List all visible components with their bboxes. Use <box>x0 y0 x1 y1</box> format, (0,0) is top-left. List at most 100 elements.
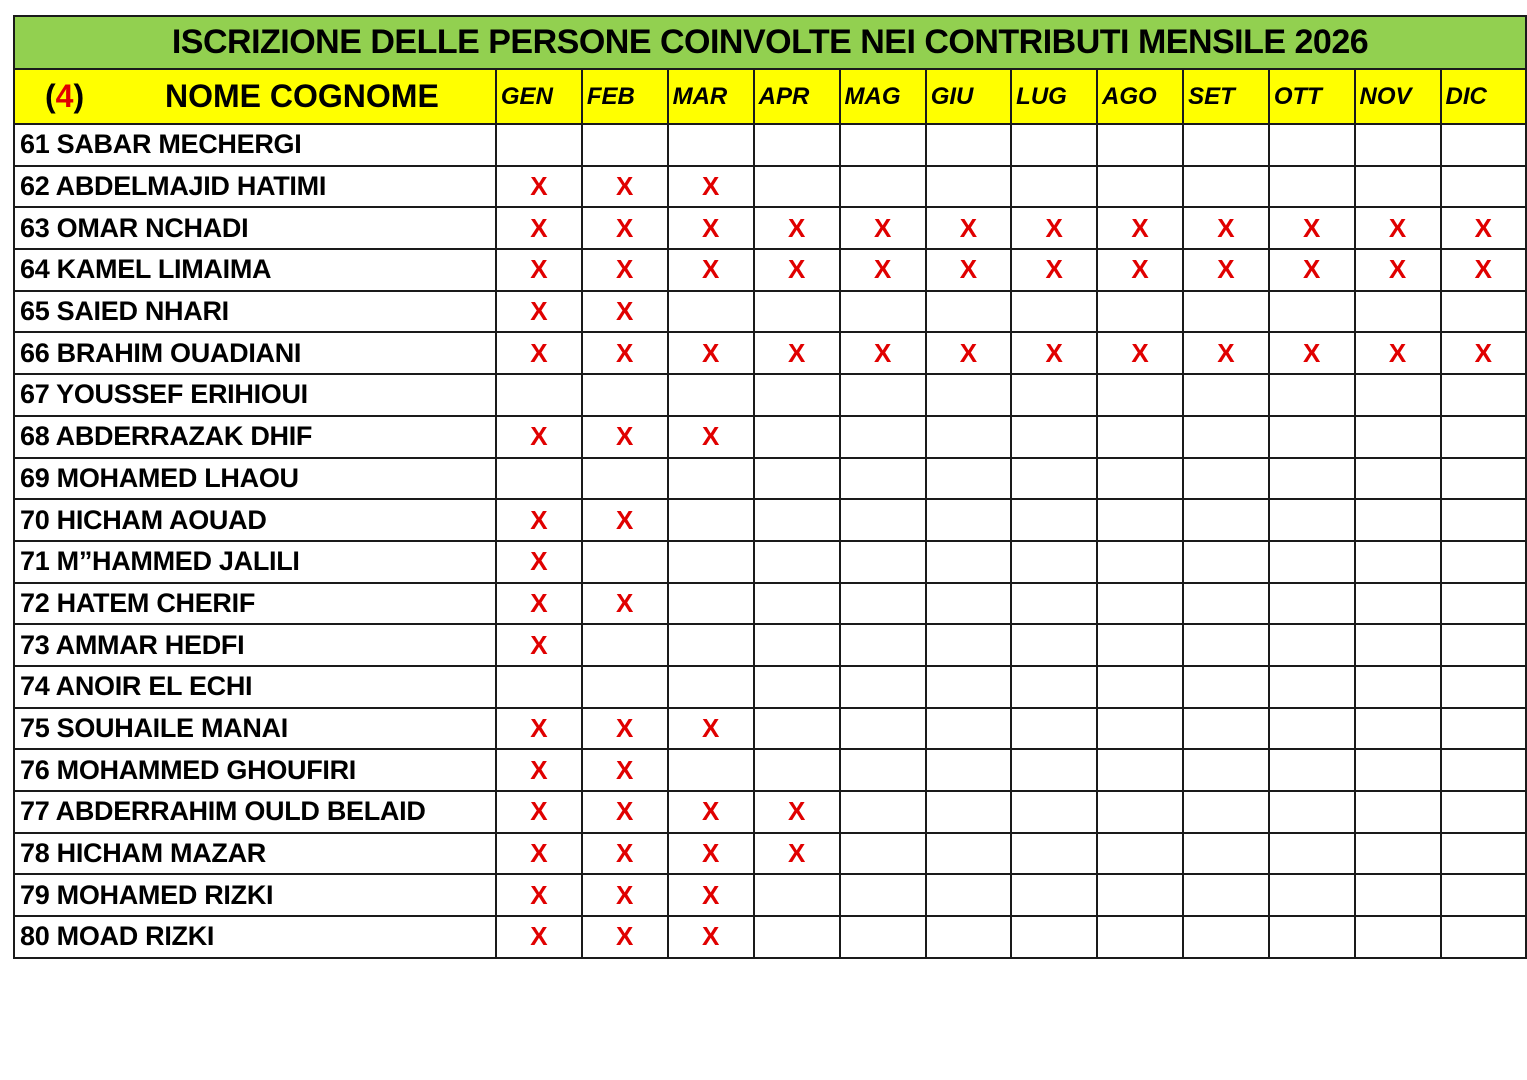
payment-cell-feb[interactable] <box>580 539 669 584</box>
person-name-cell[interactable]: 71 M”HAMMED JALILI <box>13 539 497 584</box>
payment-cell-nov[interactable]: X <box>1353 248 1442 292</box>
person-name-cell[interactable]: 72 HATEM CHERIF <box>13 581 497 626</box>
payment-cell-dic[interactable] <box>1439 790 1527 834</box>
payment-cell-feb[interactable]: X <box>580 790 669 834</box>
payment-cell-lug[interactable] <box>1010 123 1099 167</box>
payment-cell-nov[interactable] <box>1353 123 1442 167</box>
payment-cell-ago[interactable]: X <box>1096 206 1185 251</box>
payment-cell-giu[interactable] <box>924 831 1013 876</box>
payment-cell-ott[interactable]: X <box>1267 248 1356 292</box>
payment-cell-giu[interactable]: X <box>924 331 1013 376</box>
payment-cell-giu[interactable]: X <box>924 206 1013 251</box>
payment-cell-mar[interactable]: X <box>666 414 755 459</box>
payment-cell-set[interactable] <box>1182 414 1270 459</box>
payment-cell-apr[interactable] <box>752 706 841 751</box>
payment-cell-feb[interactable]: X <box>580 331 669 376</box>
payment-cell-mag[interactable] <box>838 664 927 709</box>
payment-cell-giu[interactable] <box>924 539 1013 584</box>
payment-cell-ago[interactable] <box>1096 373 1185 417</box>
payment-cell-ago[interactable] <box>1096 414 1185 459</box>
payment-cell-lug[interactable] <box>1010 164 1099 209</box>
payment-cell-set[interactable]: X <box>1182 206 1270 251</box>
payment-cell-ago[interactable] <box>1096 164 1185 209</box>
payment-cell-set[interactable] <box>1182 831 1270 876</box>
payment-cell-set[interactable] <box>1182 623 1270 667</box>
payment-cell-giu[interactable] <box>924 164 1013 209</box>
payment-cell-dic[interactable] <box>1439 915 1527 959</box>
payment-cell-feb[interactable]: X <box>580 748 669 792</box>
payment-cell-feb[interactable]: X <box>580 248 669 292</box>
payment-cell-ago[interactable] <box>1096 498 1185 542</box>
payment-cell-set[interactable]: X <box>1182 331 1270 376</box>
payment-cell-feb[interactable]: X <box>580 915 669 959</box>
person-name-cell[interactable]: 62 ABDELMAJID HATIMI <box>13 164 497 209</box>
payment-cell-giu[interactable] <box>924 123 1013 167</box>
payment-cell-mar[interactable] <box>666 498 755 542</box>
payment-cell-ago[interactable] <box>1096 456 1185 501</box>
payment-cell-ott[interactable] <box>1267 873 1356 918</box>
payment-cell-set[interactable] <box>1182 706 1270 751</box>
payment-cell-gen[interactable] <box>494 664 583 709</box>
person-name-cell[interactable]: 70 HICHAM AOUAD <box>13 498 497 542</box>
payment-cell-nov[interactable] <box>1353 915 1442 959</box>
payment-cell-nov[interactable] <box>1353 581 1442 626</box>
payment-cell-ott[interactable] <box>1267 623 1356 667</box>
payment-cell-set[interactable] <box>1182 664 1270 709</box>
payment-cell-gen[interactable]: X <box>494 915 583 959</box>
payment-cell-ott[interactable] <box>1267 164 1356 209</box>
payment-cell-set[interactable] <box>1182 456 1270 501</box>
payment-cell-set[interactable] <box>1182 748 1270 792</box>
person-name-cell[interactable]: 78 HICHAM MAZAR <box>13 831 497 876</box>
payment-cell-giu[interactable] <box>924 373 1013 417</box>
payment-cell-giu[interactable] <box>924 915 1013 959</box>
payment-cell-gen[interactable]: X <box>494 206 583 251</box>
payment-cell-set[interactable] <box>1182 498 1270 542</box>
payment-cell-gen[interactable]: X <box>494 748 583 792</box>
payment-cell-dic[interactable] <box>1439 123 1527 167</box>
payment-cell-mar[interactable] <box>666 623 755 667</box>
payment-cell-lug[interactable] <box>1010 581 1099 626</box>
person-name-cell[interactable]: 80 MOAD RIZKI <box>13 915 497 959</box>
person-name-cell[interactable]: 77 ABDERRAHIM OULD BELAID <box>13 790 497 834</box>
payment-cell-apr[interactable] <box>752 373 841 417</box>
payment-cell-mar[interactable] <box>666 289 755 334</box>
person-name-cell[interactable]: 74 ANOIR EL ECHI <box>13 664 497 709</box>
payment-cell-ott[interactable] <box>1267 915 1356 959</box>
payment-cell-ott[interactable] <box>1267 289 1356 334</box>
payment-cell-gen[interactable] <box>494 123 583 167</box>
person-name-cell[interactable]: 67 YOUSSEF ERIHIOUI <box>13 373 497 417</box>
payment-cell-lug[interactable] <box>1010 873 1099 918</box>
payment-cell-gen[interactable]: X <box>494 539 583 584</box>
payment-cell-feb[interactable]: X <box>580 498 669 542</box>
person-name-cell[interactable]: 73 AMMAR HEDFI <box>13 623 497 667</box>
payment-cell-ott[interactable]: X <box>1267 206 1356 251</box>
payment-cell-ott[interactable] <box>1267 581 1356 626</box>
payment-cell-lug[interactable] <box>1010 748 1099 792</box>
payment-cell-ott[interactable] <box>1267 498 1356 542</box>
payment-cell-dic[interactable] <box>1439 706 1527 751</box>
payment-cell-dic[interactable] <box>1439 414 1527 459</box>
payment-cell-apr[interactable] <box>752 539 841 584</box>
payment-cell-lug[interactable] <box>1010 706 1099 751</box>
payment-cell-lug[interactable]: X <box>1010 331 1099 376</box>
person-name-cell[interactable]: 63 OMAR NCHADI <box>13 206 497 251</box>
person-name-cell[interactable]: 69 MOHAMED LHAOU <box>13 456 497 501</box>
payment-cell-ago[interactable]: X <box>1096 248 1185 292</box>
payment-cell-dic[interactable]: X <box>1439 331 1527 376</box>
payment-cell-mar[interactable]: X <box>666 331 755 376</box>
payment-cell-gen[interactable]: X <box>494 248 583 292</box>
payment-cell-mag[interactable] <box>838 164 927 209</box>
payment-cell-ott[interactable] <box>1267 414 1356 459</box>
payment-cell-ott[interactable] <box>1267 456 1356 501</box>
payment-cell-lug[interactable]: X <box>1010 248 1099 292</box>
payment-cell-set[interactable] <box>1182 581 1270 626</box>
payment-cell-ott[interactable] <box>1267 790 1356 834</box>
payment-cell-gen[interactable]: X <box>494 289 583 334</box>
payment-cell-dic[interactable] <box>1439 873 1527 918</box>
payment-cell-ago[interactable] <box>1096 706 1185 751</box>
payment-cell-mar[interactable]: X <box>666 873 755 918</box>
payment-cell-lug[interactable] <box>1010 498 1099 542</box>
person-name-cell[interactable]: 61 SABAR MECHERGI <box>13 123 497 167</box>
payment-cell-giu[interactable] <box>924 623 1013 667</box>
payment-cell-mar[interactable] <box>666 748 755 792</box>
